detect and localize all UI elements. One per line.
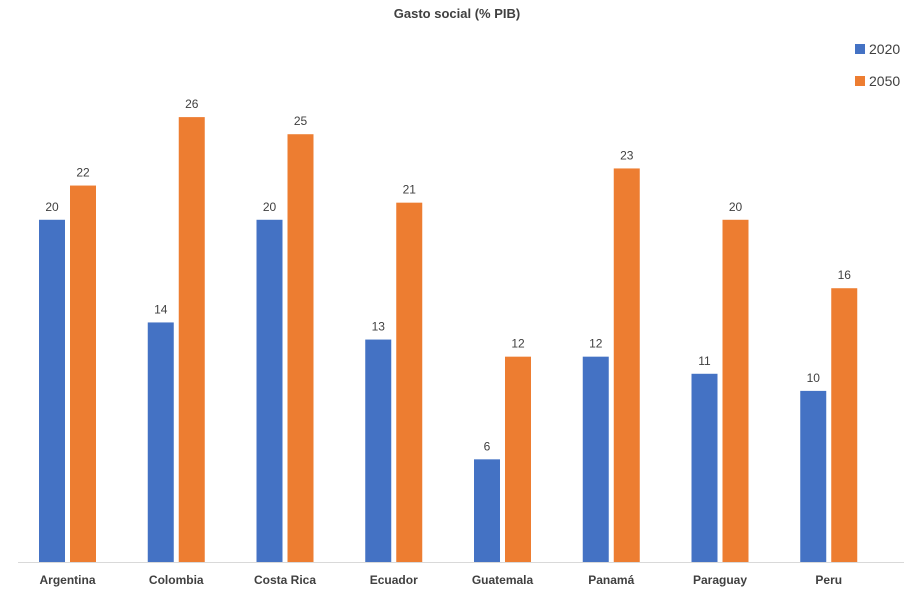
bar-2050-costa-rica	[287, 134, 314, 562]
data-label-2050-peru: 16	[838, 268, 852, 282]
data-label-2020-peru: 10	[807, 371, 821, 385]
bar-2020-peru	[800, 390, 827, 562]
bar-2020-guatemala	[474, 459, 500, 562]
legend-item-2050: 2050	[855, 72, 900, 90]
legend-label-2020: 2020	[869, 41, 901, 57]
legend-item-2020: 2020	[855, 40, 900, 58]
bar-2020-panamá	[582, 356, 609, 562]
bar-2050-ecuador	[396, 202, 423, 562]
bar-2050-colombia	[178, 117, 205, 562]
data-label-2020-guatemala: 6	[484, 439, 491, 453]
x-tick-label-ecuador: Ecuador	[370, 573, 418, 587]
bar-2050-guatemala	[505, 356, 531, 562]
x-tick-label-argentina: Argentina	[39, 573, 95, 587]
data-label-2020-argentina: 20	[45, 200, 59, 214]
legend-label-2050: 2050	[869, 73, 901, 89]
x-tick-label-peru: Peru	[815, 573, 842, 587]
x-tick-label-paraguay: Paraguay	[693, 573, 747, 587]
legend-swatch-2050	[855, 76, 865, 86]
bar-2050-panamá	[613, 168, 640, 562]
data-label-2050-colombia: 26	[185, 97, 199, 111]
data-label-2050-costa-rica: 25	[294, 114, 308, 128]
bar-2020-ecuador	[365, 339, 392, 562]
legend-swatch-2020	[855, 44, 865, 54]
data-label-2050-panamá: 23	[620, 148, 634, 162]
x-tick-label-costa-rica: Costa Rica	[254, 573, 316, 587]
x-tick-label-guatemala: Guatemala	[472, 573, 534, 587]
data-label-2020-ecuador: 13	[372, 320, 386, 334]
bar-2020-colombia	[147, 322, 174, 562]
x-tick-label-colombia: Colombia	[149, 573, 204, 587]
chart-legend: 2020 2050	[855, 40, 900, 104]
bar-2020-paraguay	[691, 373, 718, 562]
data-label-2050-argentina: 22	[76, 166, 90, 180]
data-label-2020-panamá: 12	[589, 337, 603, 351]
data-label-2020-costa-rica: 20	[263, 200, 277, 214]
data-label-2020-paraguay: 11	[698, 354, 711, 368]
bar-2050-paraguay	[722, 219, 749, 562]
x-tick-label-panamá: Panamá	[588, 573, 634, 587]
bar-2050-argentina	[70, 185, 96, 563]
data-label-2020-colombia: 14	[154, 302, 168, 316]
data-label-2050-paraguay: 20	[729, 200, 743, 214]
chart-title: Gasto social (% PIB)	[393, 6, 521, 21]
data-label-2050-ecuador: 21	[403, 183, 417, 197]
bar-2020-costa-rica	[256, 219, 283, 562]
data-label-2050-guatemala: 12	[511, 337, 525, 351]
bar-2050-peru	[831, 288, 858, 562]
bar-2020-argentina	[39, 219, 65, 562]
